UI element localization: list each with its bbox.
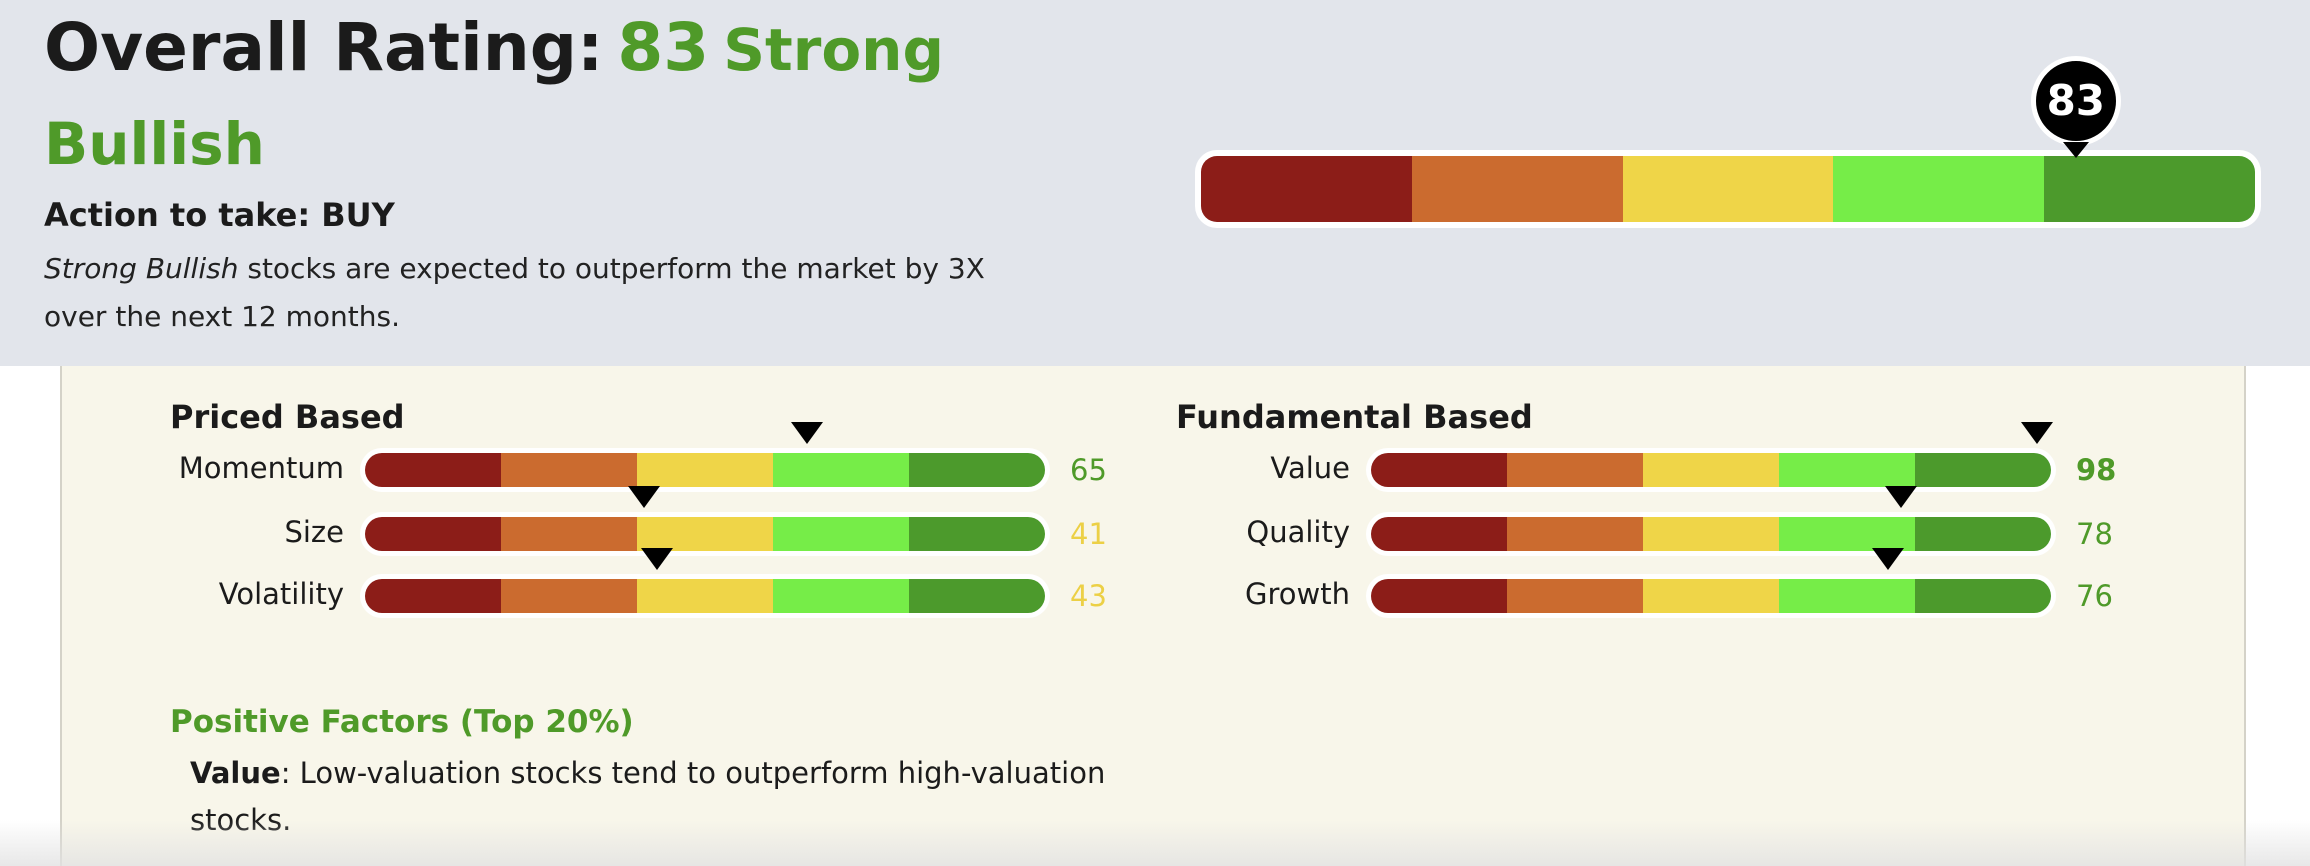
gauge-segment-1 (1201, 156, 1412, 222)
gauge-segment-1 (1371, 517, 1507, 551)
price-gauge (360, 548, 1050, 618)
gauge-segment-1 (365, 453, 501, 487)
fundamental-gauge (1366, 548, 2056, 618)
factor-breakdown-card: Priced Based Fundamental Based Momentum 6… (60, 366, 2246, 866)
positive-factors-title: Positive Factors (Top 20%) (170, 704, 634, 740)
price-gauge (360, 422, 1050, 492)
gauge-segment-1 (365, 517, 501, 551)
positive-factor-item: Value: Low-valuation stocks tend to outp… (190, 750, 1170, 844)
gauge-segment-4 (1779, 453, 1915, 487)
overall-rating-gauge (1195, 150, 2261, 228)
fundamental-based-title: Fundamental Based (1176, 398, 1533, 436)
rating-label: Strong Bullish (44, 16, 944, 178)
fundamental-marker-icon (2021, 422, 2054, 444)
price-score: 41 (1070, 517, 1107, 551)
score-pin-pointer (2062, 142, 2089, 158)
gauge-segment-4 (1779, 579, 1915, 613)
action-to-take: Action to take: BUY (44, 196, 395, 234)
gauge-segment-1 (1371, 453, 1507, 487)
gauge-segment-3 (637, 579, 773, 613)
gauge-segment-5 (1915, 517, 2051, 551)
price-marker-icon (791, 422, 823, 444)
gauge-segment-5 (2044, 156, 2255, 222)
gauge-segment-3 (1643, 579, 1779, 613)
positive-factor-description: : Low-valuation stocks tend to outperfor… (190, 756, 1106, 837)
fundamental-score: 76 (2076, 579, 2113, 613)
gauge-segment-3 (1622, 156, 1834, 222)
gauge-segment-5 (909, 579, 1045, 613)
gauge-segment-5 (909, 517, 1045, 551)
fundamental-score: 98 (2076, 453, 2117, 487)
fundamental-marker-icon (1871, 548, 1904, 570)
price-score: 43 (1070, 579, 1107, 613)
gauge-segment-5 (1915, 453, 2051, 487)
fundamental-label: Value (1270, 451, 1350, 485)
gauge-segment-5 (909, 453, 1045, 487)
gauge-segment-4 (773, 453, 909, 487)
fundamental-score: 78 (2076, 517, 2113, 551)
rating-description: Strong Bullish stocks are expected to ou… (44, 245, 1024, 341)
fundamental-marker-icon (1885, 486, 1918, 508)
gauge-segment-3 (1643, 517, 1779, 551)
price-based-title: Priced Based (170, 398, 405, 436)
price-score: 65 (1070, 453, 1107, 487)
price-marker-icon (627, 486, 660, 508)
gauge-segment-4 (773, 517, 909, 551)
fundamental-label: Growth (1245, 577, 1350, 611)
fundamental-label: Quality (1246, 515, 1350, 549)
rating-title-prefix: Overall Rating: (44, 9, 604, 86)
rating-description-text: stocks are expected to outperform the ma… (44, 252, 985, 333)
fundamental-gauge (1366, 486, 2056, 556)
gauge-segment-2 (1507, 579, 1643, 613)
price-gauge (360, 486, 1050, 556)
score-pin-marker: 83 (2030, 56, 2121, 146)
fundamental-gauge (1366, 422, 2056, 492)
rating-description-emphasis: Strong Bullish (44, 252, 239, 285)
price-marker-icon (641, 548, 674, 570)
price-label: Volatility (218, 577, 344, 611)
gauge-segment-2 (501, 517, 637, 551)
gauge-segment-1 (1371, 579, 1507, 613)
gauge-segment-2 (1411, 156, 1623, 222)
gauge-segment-2 (1507, 453, 1643, 487)
positive-factor-name: Value (190, 756, 281, 790)
price-label: Momentum (178, 451, 344, 485)
gauge-segment-4 (773, 579, 909, 613)
gauge-segment-4 (1833, 156, 2045, 222)
gauge-segment-1 (365, 579, 501, 613)
gauge-segment-3 (637, 453, 773, 487)
overall-score: 83 (617, 9, 710, 86)
gauge-segment-3 (637, 517, 773, 551)
price-label: Size (284, 515, 344, 549)
gauge-segment-2 (1507, 517, 1643, 551)
gauge-segment-5 (1915, 579, 2051, 613)
gauge-segment-2 (501, 579, 637, 613)
overall-rating-heading: Overall Rating: 83 Strong Bullish (44, 2, 984, 190)
rating-header: Overall Rating: 83 Strong Bullish Action t… (0, 0, 2310, 366)
gauge-segment-3 (1643, 453, 1779, 487)
gauge-segment-4 (1779, 517, 1915, 551)
gauge-segment-2 (501, 453, 637, 487)
